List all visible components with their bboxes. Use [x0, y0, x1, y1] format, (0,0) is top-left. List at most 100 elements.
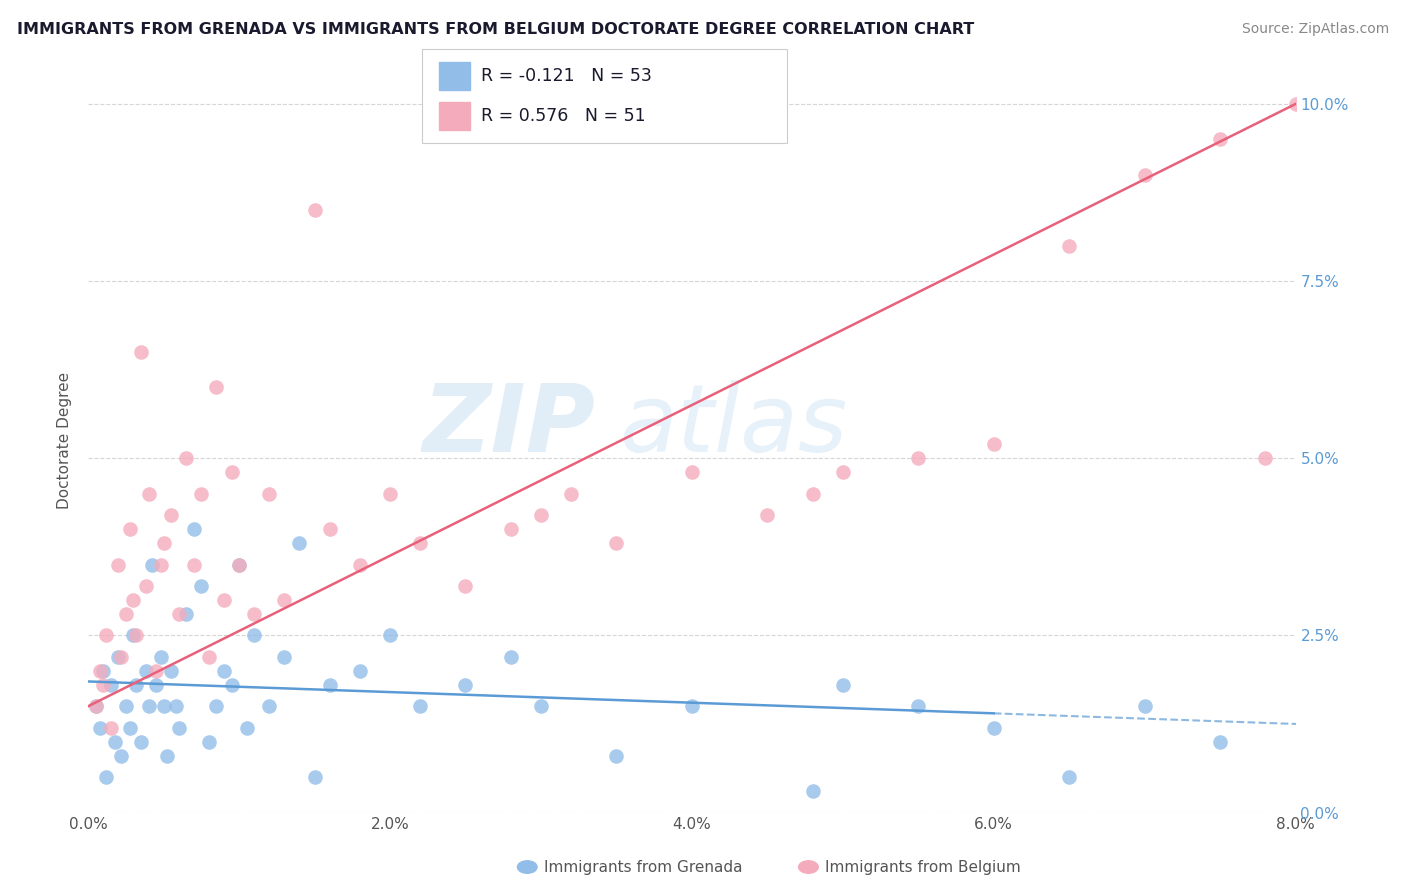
Point	[983, 721, 1005, 735]
Point	[160, 508, 183, 522]
Point	[1057, 770, 1080, 784]
Point	[454, 678, 477, 692]
Point	[198, 649, 221, 664]
Point	[243, 607, 266, 621]
Point	[273, 649, 295, 664]
Point	[190, 486, 212, 500]
Point	[134, 664, 156, 678]
Point	[100, 721, 122, 735]
Text: ZIP: ZIP	[422, 380, 595, 472]
Point	[129, 734, 152, 748]
Y-axis label: Doctorate Degree: Doctorate Degree	[58, 372, 72, 509]
Point	[454, 579, 477, 593]
Text: R = 0.576   N = 51: R = 0.576 N = 51	[481, 107, 645, 125]
Point	[605, 748, 627, 763]
Point	[1209, 734, 1232, 748]
Point	[801, 784, 824, 798]
Text: Immigrants from Grenada: Immigrants from Grenada	[544, 860, 742, 874]
Text: R = -0.121   N = 53: R = -0.121 N = 53	[481, 67, 652, 85]
Point	[499, 522, 522, 536]
Point	[681, 699, 703, 714]
Point	[1209, 132, 1232, 146]
Point	[122, 628, 145, 642]
Point	[349, 664, 371, 678]
Point	[160, 664, 183, 678]
Point	[89, 721, 111, 735]
Point	[530, 508, 553, 522]
Point	[84, 699, 107, 714]
Point	[115, 699, 138, 714]
Point	[1284, 97, 1306, 112]
Point	[100, 678, 122, 692]
Point	[120, 721, 142, 735]
Point	[183, 558, 205, 572]
Text: IMMIGRANTS FROM GRENADA VS IMMIGRANTS FROM BELGIUM DOCTORATE DEGREE CORRELATION : IMMIGRANTS FROM GRENADA VS IMMIGRANTS FR…	[17, 22, 974, 37]
Point	[681, 466, 703, 480]
Point	[221, 678, 243, 692]
Point	[141, 558, 163, 572]
Point	[605, 536, 627, 550]
Point	[304, 203, 326, 218]
Point	[530, 699, 553, 714]
Point	[1254, 451, 1277, 466]
Point	[756, 508, 779, 522]
Point	[318, 522, 340, 536]
Point	[165, 699, 187, 714]
Point	[152, 536, 174, 550]
Point	[221, 466, 243, 480]
Point	[831, 678, 853, 692]
Point	[156, 748, 179, 763]
Point	[84, 699, 107, 714]
Point	[560, 486, 582, 500]
Point	[243, 628, 266, 642]
Point	[205, 699, 228, 714]
Point	[167, 607, 190, 621]
Point	[138, 699, 160, 714]
Point	[259, 699, 281, 714]
Point	[107, 558, 129, 572]
Point	[288, 536, 311, 550]
Point	[152, 699, 174, 714]
Point	[378, 628, 401, 642]
Point	[831, 466, 853, 480]
Point	[378, 486, 401, 500]
Point	[228, 558, 250, 572]
Point	[235, 721, 257, 735]
Point	[198, 734, 221, 748]
Point	[228, 558, 250, 572]
Point	[145, 678, 167, 692]
Point	[304, 770, 326, 784]
Point	[145, 664, 167, 678]
Point	[104, 734, 127, 748]
Point	[110, 748, 132, 763]
Point	[125, 678, 148, 692]
Point	[115, 607, 138, 621]
Point	[183, 522, 205, 536]
Point	[1133, 168, 1156, 182]
Point	[120, 522, 142, 536]
Point	[212, 593, 235, 607]
Point	[122, 593, 145, 607]
Point	[149, 649, 172, 664]
Point	[107, 649, 129, 664]
Point	[259, 486, 281, 500]
Point	[134, 579, 156, 593]
Point	[167, 721, 190, 735]
Point	[125, 628, 148, 642]
Point	[318, 678, 340, 692]
Point	[149, 558, 172, 572]
Point	[110, 649, 132, 664]
Point	[907, 699, 929, 714]
Point	[96, 628, 118, 642]
Point	[212, 664, 235, 678]
Point	[983, 437, 1005, 451]
Point	[138, 486, 160, 500]
Point	[349, 558, 371, 572]
Point	[96, 770, 118, 784]
Point	[91, 664, 114, 678]
Point	[907, 451, 929, 466]
Point	[409, 699, 432, 714]
Point	[205, 380, 228, 394]
Point	[1057, 238, 1080, 252]
Text: Immigrants from Belgium: Immigrants from Belgium	[825, 860, 1021, 874]
